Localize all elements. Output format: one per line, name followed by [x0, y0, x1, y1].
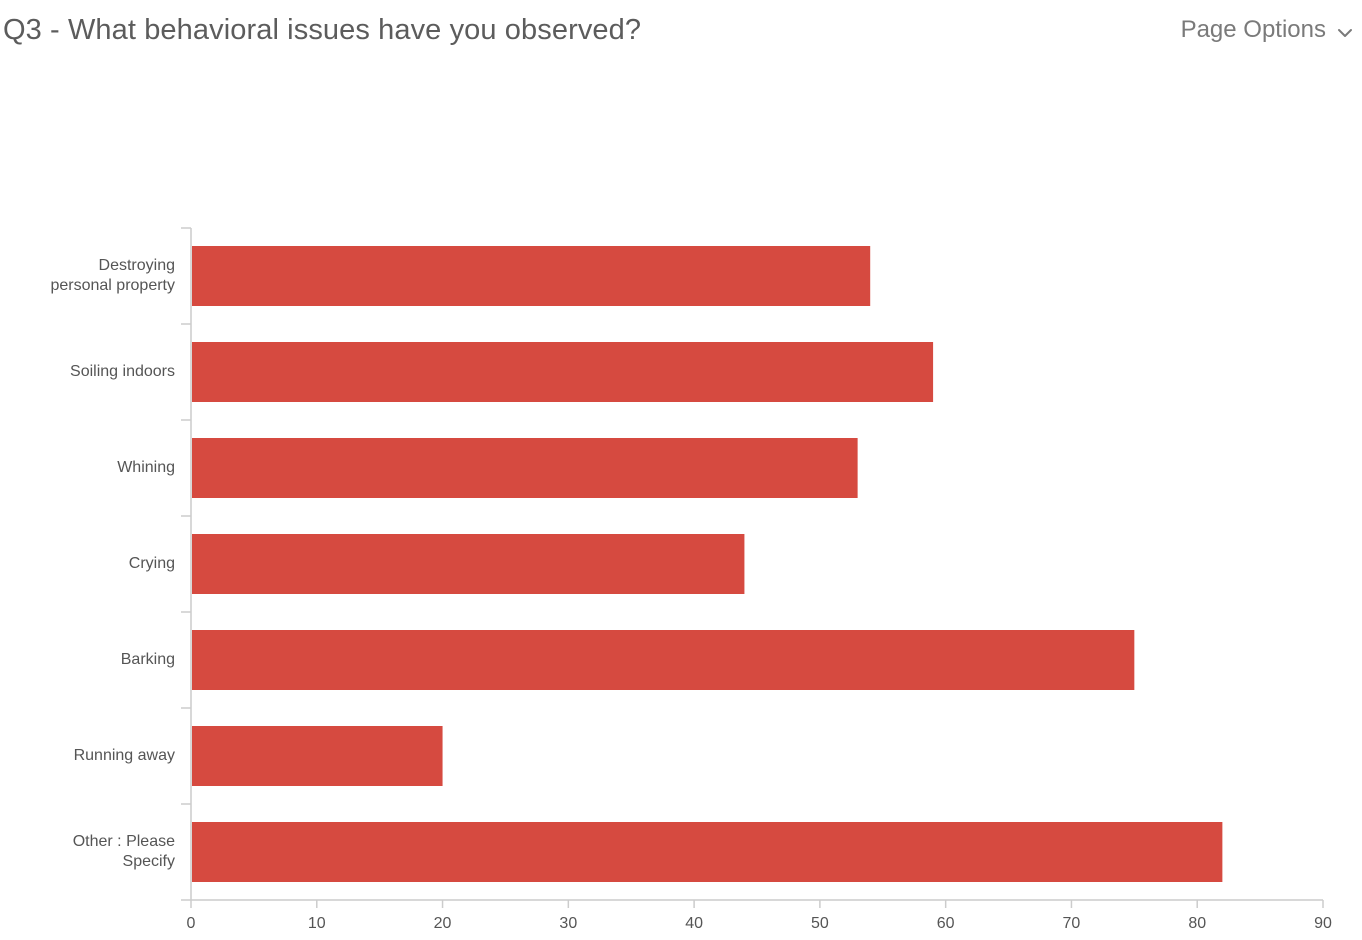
- x-tick-label: 30: [559, 915, 577, 932]
- bar[interactable]: [192, 534, 745, 594]
- x-tick-label: 50: [811, 915, 829, 932]
- bar[interactable]: [192, 726, 443, 786]
- category-label: Whining: [117, 459, 175, 476]
- chevron-down-icon: [1336, 21, 1354, 39]
- page-options-label: Page Options: [1180, 16, 1326, 43]
- x-tick-label: 40: [685, 915, 703, 932]
- x-tick-label: 70: [1063, 915, 1081, 932]
- category-label: Other : Please Specify: [73, 833, 175, 870]
- bar[interactable]: [192, 822, 1223, 882]
- bar[interactable]: [192, 246, 871, 306]
- category-label: Soiling indoors: [70, 363, 175, 380]
- bar[interactable]: [192, 342, 934, 402]
- category-label: Crying: [129, 555, 175, 572]
- page-options-button[interactable]: Page Options: [1181, 16, 1354, 44]
- category-label: Barking: [121, 651, 175, 668]
- x-tick-label: 60: [937, 915, 955, 932]
- bar[interactable]: [192, 630, 1135, 690]
- category-label: Running away: [74, 747, 175, 764]
- x-tick-label: 90: [1314, 915, 1332, 932]
- category-label: Destroying personal property: [50, 257, 175, 294]
- page-header: Q3 - What behavioral issues have you obs…: [0, 0, 1362, 70]
- bar[interactable]: [192, 438, 858, 498]
- x-tick-label: 0: [187, 915, 196, 932]
- x-tick-label: 10: [308, 915, 326, 932]
- x-tick-label: 80: [1188, 915, 1206, 932]
- x-tick-label: 20: [434, 915, 452, 932]
- page-title: Q3 - What behavioral issues have you obs…: [3, 14, 642, 46]
